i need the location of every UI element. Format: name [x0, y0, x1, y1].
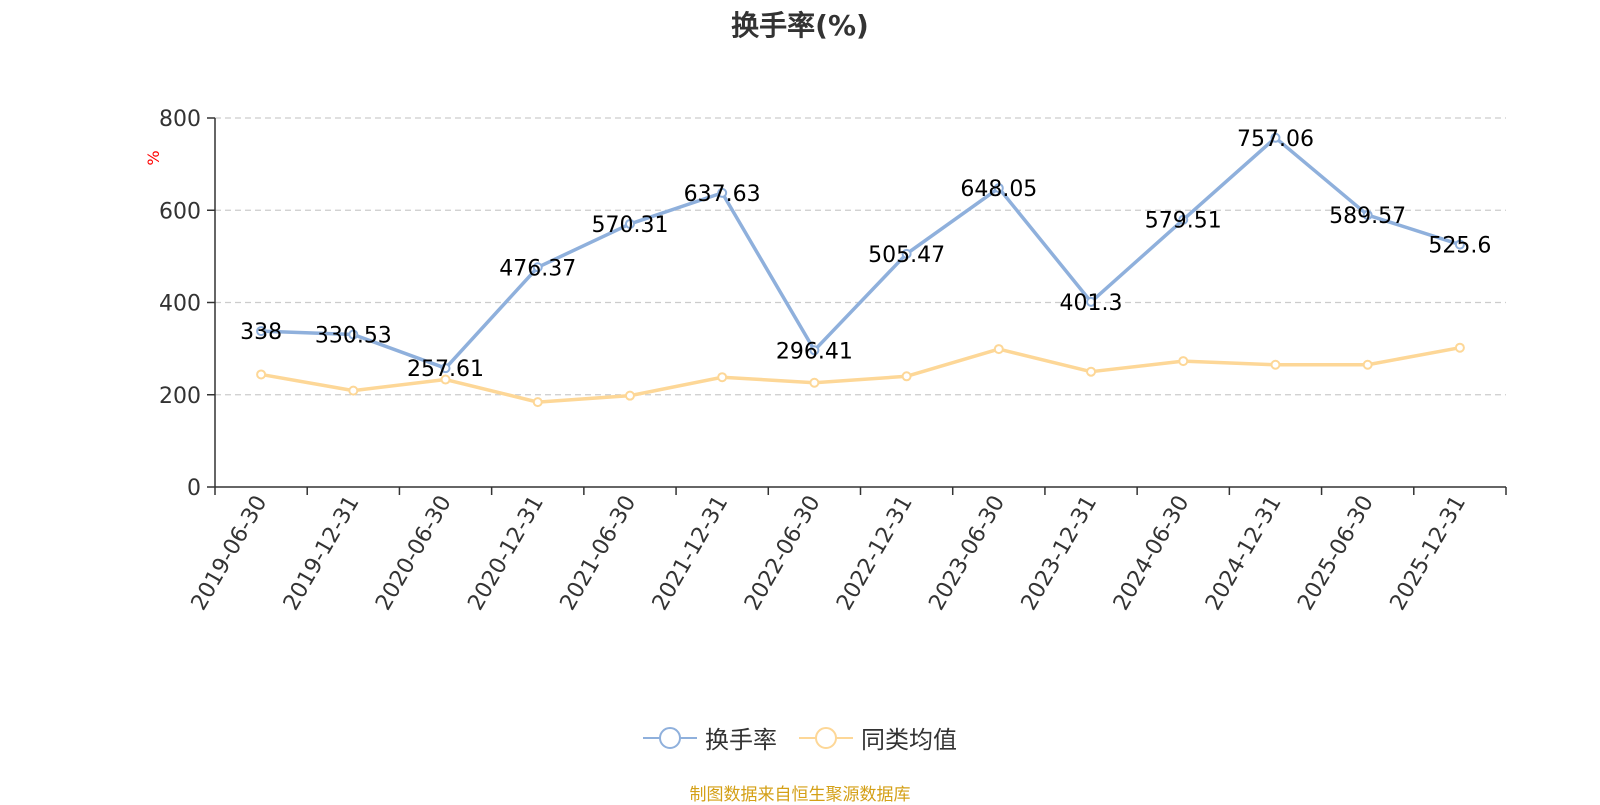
- data-point: [993, 344, 1004, 355]
- data-point: [809, 345, 820, 356]
- series-layer: [256, 132, 1465, 408]
- y-tick-label: 600: [159, 199, 201, 224]
- data-label: 296.41: [776, 339, 853, 364]
- data-point: [993, 183, 1004, 194]
- data-point: [1454, 239, 1465, 250]
- legend-item-peer-average[interactable]: 同类均值: [799, 720, 957, 755]
- legend-label: 换手率: [705, 726, 777, 754]
- data-label: 505.47: [868, 243, 945, 268]
- data-point: [901, 371, 912, 382]
- legend-line-circle-icon: [799, 726, 853, 749]
- data-label: 330.53: [315, 324, 392, 349]
- data-label: 579.51: [1145, 209, 1222, 234]
- label-layer: 338 330.53 257.61 476.37 570.31 637.63 296.41 5…: [240, 127, 1491, 382]
- data-point: [717, 187, 728, 198]
- data-point: [1178, 356, 1189, 367]
- x-tick-label: 2020-06-30: [371, 492, 457, 615]
- x-tick-label: 2019-06-30: [187, 492, 273, 615]
- x-tick-label: 2025-12-31: [1386, 492, 1472, 615]
- legend-item-turnover[interactable]: 换手率: [643, 720, 777, 755]
- data-point: [717, 372, 728, 383]
- data-point: [1178, 214, 1189, 225]
- data-point: [901, 248, 912, 259]
- data-point: [348, 329, 359, 340]
- data-point: [1270, 132, 1281, 143]
- data-label: 476.37: [499, 256, 576, 281]
- data-point: [1362, 359, 1373, 370]
- data-label: 338: [240, 320, 282, 345]
- x-tick-label: 2019-12-31: [279, 492, 365, 615]
- x-tick-label: 2021-06-30: [556, 492, 642, 615]
- y-tick-label: 800: [159, 107, 201, 132]
- y-axis-label: %: [144, 150, 163, 165]
- series-line: [261, 136, 1461, 370]
- legend-label: 同类均值: [861, 726, 957, 754]
- x-tick-label: 2024-06-30: [1109, 492, 1195, 615]
- data-point: [809, 377, 820, 388]
- data-label: 257.61: [407, 357, 484, 382]
- data-label: 637.63: [684, 182, 761, 207]
- data-label: 401.3: [1060, 291, 1123, 316]
- data-label: 570.31: [591, 213, 668, 238]
- source-note: 制图数据来自恒生聚源数据库: [689, 785, 911, 805]
- data-point: [1086, 366, 1097, 377]
- data-label: 525.6: [1428, 234, 1491, 259]
- y-tick-label: 0: [187, 476, 201, 501]
- data-point: [532, 397, 543, 408]
- data-point: [440, 374, 451, 385]
- data-point: [1454, 342, 1465, 353]
- legend: 换手率 同类均值: [0, 720, 1600, 755]
- data-label: 757.06: [1237, 127, 1314, 152]
- data-point: [1270, 359, 1281, 370]
- x-tick-label: 2022-06-30: [740, 492, 826, 615]
- data-point: [348, 385, 359, 396]
- x-tick-label: 2021-12-31: [648, 492, 734, 615]
- y-tick-label: 400: [159, 292, 201, 317]
- data-point: [256, 369, 267, 380]
- x-tick-label: 2023-06-30: [924, 492, 1010, 615]
- x-tick-label: 2022-12-31: [832, 492, 918, 615]
- data-label: 589.57: [1329, 204, 1406, 229]
- y-tick-label: 200: [159, 384, 201, 409]
- data-point: [1086, 296, 1097, 307]
- x-tick-label: 2024-12-31: [1201, 492, 1287, 615]
- data-point: [1362, 210, 1373, 221]
- data-point: [624, 218, 635, 229]
- data-point: [440, 363, 451, 374]
- x-tick-label: 2023-12-31: [1017, 492, 1103, 615]
- data-point: [256, 326, 267, 337]
- data-point: [624, 390, 635, 401]
- legend-line-circle-icon: [643, 726, 697, 749]
- series-line: [260, 345, 1461, 404]
- data-point: [532, 262, 543, 273]
- x-tick-label: 2025-06-30: [1293, 492, 1379, 615]
- data-label: 648.05: [960, 177, 1037, 202]
- x-tick-label: 2020-12-31: [463, 492, 549, 615]
- chart-title: 换手率(%): [731, 9, 869, 42]
